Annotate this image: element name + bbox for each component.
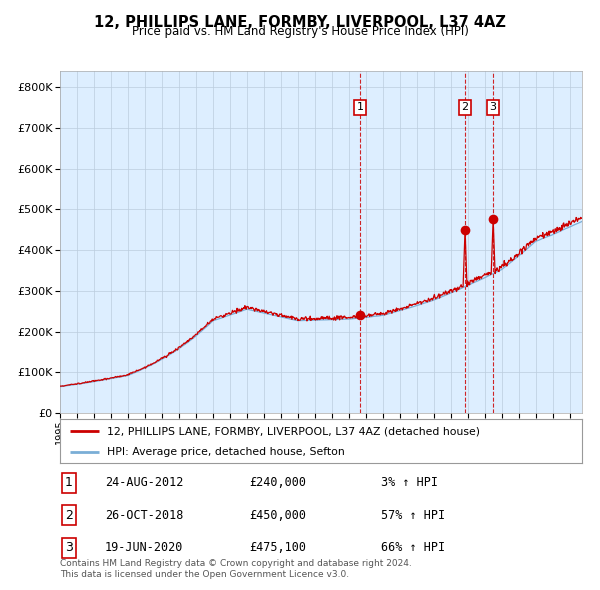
Text: 1: 1: [356, 103, 364, 113]
Text: 3: 3: [490, 103, 496, 113]
Text: 2: 2: [65, 509, 73, 522]
Text: £450,000: £450,000: [249, 509, 306, 522]
Text: £240,000: £240,000: [249, 476, 306, 489]
Text: 26-OCT-2018: 26-OCT-2018: [105, 509, 184, 522]
Text: 1: 1: [65, 476, 73, 489]
Text: 66% ↑ HPI: 66% ↑ HPI: [381, 541, 445, 554]
Text: This data is licensed under the Open Government Licence v3.0.: This data is licensed under the Open Gov…: [60, 571, 349, 579]
Text: Price paid vs. HM Land Registry's House Price Index (HPI): Price paid vs. HM Land Registry's House …: [131, 25, 469, 38]
Text: 2: 2: [461, 103, 469, 113]
Text: 12, PHILLIPS LANE, FORMBY, LIVERPOOL, L37 4AZ (detached house): 12, PHILLIPS LANE, FORMBY, LIVERPOOL, L3…: [107, 427, 480, 436]
Text: 3% ↑ HPI: 3% ↑ HPI: [381, 476, 438, 489]
Text: 19-JUN-2020: 19-JUN-2020: [105, 541, 184, 554]
Text: Contains HM Land Registry data © Crown copyright and database right 2024.: Contains HM Land Registry data © Crown c…: [60, 559, 412, 568]
Text: 24-AUG-2012: 24-AUG-2012: [105, 476, 184, 489]
Text: £475,100: £475,100: [249, 541, 306, 554]
Text: 12, PHILLIPS LANE, FORMBY, LIVERPOOL, L37 4AZ: 12, PHILLIPS LANE, FORMBY, LIVERPOOL, L3…: [94, 15, 506, 30]
Text: 57% ↑ HPI: 57% ↑ HPI: [381, 509, 445, 522]
Text: HPI: Average price, detached house, Sefton: HPI: Average price, detached house, Seft…: [107, 447, 345, 457]
Text: 3: 3: [65, 541, 73, 554]
